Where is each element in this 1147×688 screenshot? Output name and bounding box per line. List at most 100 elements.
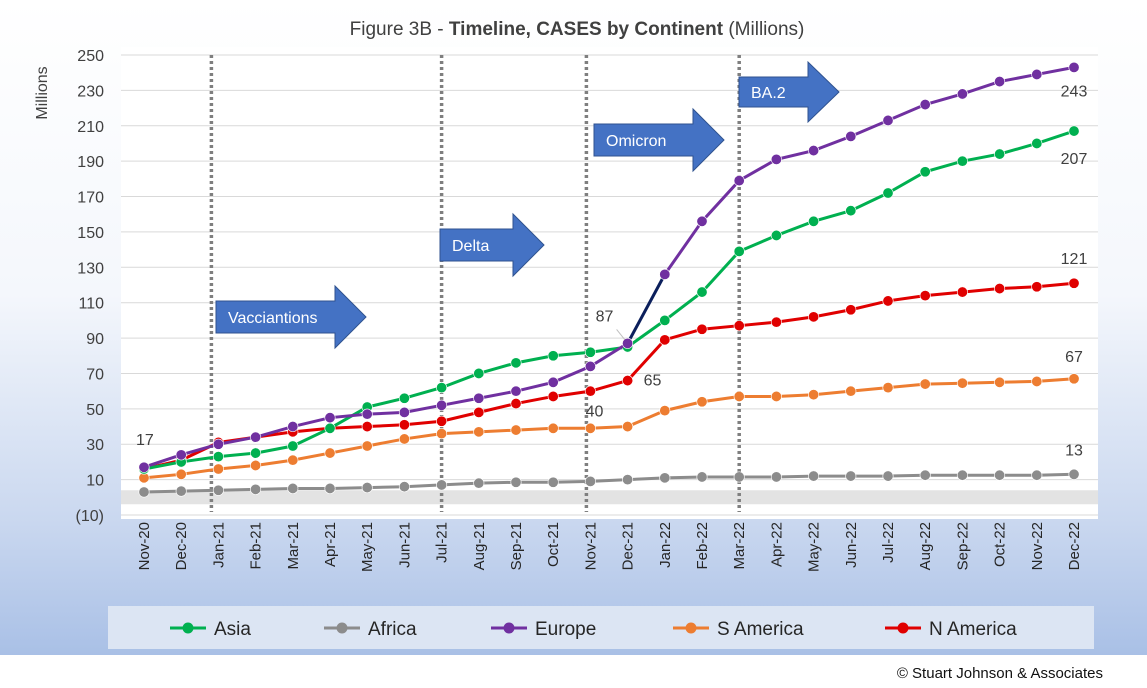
point-europe-nov-21 (584, 360, 596, 372)
point-n-america-may-21 (361, 421, 373, 433)
point-europe-feb-22 (696, 215, 708, 227)
arrow-shape-ba-2 (738, 60, 840, 124)
legend-label-n-america: N America (929, 619, 1017, 640)
point-europe-feb-21 (250, 431, 262, 443)
x-tick-may-21: May-21 (359, 522, 376, 572)
point-africa-jun-22 (845, 470, 857, 482)
arrow-label-vacciantions: Vacciantions (228, 310, 318, 327)
x-tick-mar-22: Mar-22 (731, 522, 748, 570)
point-africa-sep-21 (510, 476, 522, 488)
annotation-s-america-dec-22: 67 (1065, 349, 1083, 366)
x-tick-oct-22: Oct-22 (992, 522, 1009, 567)
x-tick-nov-20: Nov-20 (136, 522, 153, 570)
annotation-leader-87 (616, 329, 625, 340)
annotation-europe-dec-22: 243 (1061, 83, 1088, 100)
arrow-shape-omicron (593, 107, 725, 173)
point-s-america-jul-21 (436, 428, 448, 440)
y-tick-130: 130 (77, 260, 104, 277)
point-asia-apr-22 (770, 229, 782, 241)
arrow-shape-delta (439, 212, 545, 278)
point-s-america-may-22 (808, 389, 820, 401)
y-tick-250: 250 (77, 48, 104, 65)
point-s-america-nov-22 (1031, 375, 1043, 387)
annotation-asia-dec-22: 207 (1061, 151, 1088, 168)
series-line-n-america (143, 281, 1075, 471)
y-tick-230: 230 (77, 83, 104, 100)
arrow-label-delta: Delta (452, 238, 489, 255)
point-africa-oct-22 (994, 469, 1006, 481)
point-africa-apr-21 (324, 482, 336, 494)
x-tick-nov-22: Nov-22 (1029, 522, 1046, 570)
annotation-africa-dec-22: 13 (1065, 442, 1083, 459)
point-s-america-apr-22 (770, 390, 782, 402)
point-asia-jul-21 (436, 382, 448, 394)
x-tick-mar-21: Mar-21 (285, 522, 302, 570)
point-europe-dec-21 (622, 337, 634, 349)
annotation-europe-dec-21: 87 (596, 308, 614, 325)
legend-item-n-america: N America (885, 619, 1017, 640)
point-europe-jun-22 (845, 130, 857, 142)
point-europe-apr-22 (770, 153, 782, 165)
legend-marker-asia (182, 622, 194, 634)
series-europe (138, 61, 1080, 473)
point-europe-jun-21 (398, 406, 410, 418)
point-asia-jun-21 (398, 392, 410, 404)
point-asia-sep-22 (956, 155, 968, 167)
x-tick-jan-21: Jan-21 (210, 522, 227, 568)
point-africa-dec-20 (175, 485, 187, 497)
point-n-america-oct-21 (547, 390, 559, 402)
annotation-n-america-dec-21: 65 (644, 373, 662, 390)
annotation-europe-nov-20: 17 (136, 432, 154, 449)
point-n-america-sep-21 (510, 398, 522, 410)
point-n-america-jul-22 (882, 295, 894, 307)
point-africa-oct-21 (547, 476, 559, 488)
x-tick-apr-21: Apr-21 (322, 522, 339, 567)
x-tick-jun-21: Jun-21 (396, 522, 413, 568)
point-s-america-may-21 (361, 440, 373, 452)
point-europe-may-21 (361, 408, 373, 420)
annotation-s-america-dec-21: 40 (586, 404, 604, 421)
point-africa-may-22 (808, 470, 820, 482)
legend-item-asia: Asia (170, 619, 251, 640)
point-europe-jul-21 (436, 399, 448, 411)
chart-title-prefix: Figure 3B - (350, 19, 449, 40)
series-line-europe-omicron (626, 273, 667, 345)
y-tick-labels: 250 230 210 190 170 150 130 110 90 70 50 30 10 (10) (76, 48, 105, 525)
point-asia-mar-22 (733, 245, 745, 257)
legend-item-africa: Africa (324, 619, 417, 640)
series-line-africa (143, 472, 1075, 494)
point-asia-sep-21 (510, 357, 522, 369)
legend-marker-africa (336, 622, 348, 634)
arrow-label-omicron: Omicron (606, 133, 666, 150)
x-tick-nov-21: Nov-21 (582, 522, 599, 570)
point-n-america-dec-22 (1068, 277, 1080, 289)
point-europe-dec-20 (175, 449, 187, 461)
annotation-n-america-dec-22: 121 (1061, 251, 1088, 268)
series-africa (138, 468, 1080, 498)
x-tick-jun-22: Jun-22 (843, 522, 860, 568)
point-africa-jul-22 (882, 470, 894, 482)
point-n-america-aug-22 (919, 290, 931, 302)
point-n-america-jan-22 (659, 334, 671, 346)
point-africa-nov-20 (138, 486, 150, 498)
point-s-america-jun-22 (845, 385, 857, 397)
point-asia-aug-21 (473, 367, 485, 379)
point-s-america-aug-22 (919, 378, 931, 390)
y-tick-10: (10) (76, 508, 104, 525)
point-asia-dec-22 (1068, 125, 1080, 137)
point-s-america-oct-21 (547, 422, 559, 434)
point-africa-dec-22 (1068, 468, 1080, 480)
point-europe-aug-21 (473, 392, 485, 404)
point-n-america-sep-22 (956, 286, 968, 298)
point-n-america-nov-21 (584, 385, 596, 397)
point-s-america-apr-21 (324, 447, 336, 459)
point-africa-jul-21 (436, 479, 448, 491)
point-europe-jul-22 (882, 114, 894, 126)
y-axis-label: Millions (34, 66, 51, 119)
point-s-america-dec-20 (175, 468, 187, 480)
point-asia-feb-22 (696, 286, 708, 298)
point-asia-nov-22 (1031, 137, 1043, 149)
point-africa-jun-21 (398, 481, 410, 493)
point-asia-may-22 (808, 215, 820, 227)
